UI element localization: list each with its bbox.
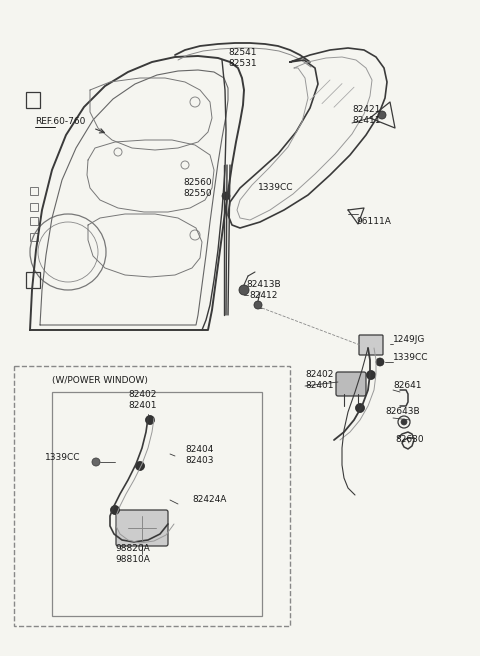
Text: 1339CC: 1339CC [258, 184, 293, 192]
Text: 82643B: 82643B [385, 407, 420, 417]
Circle shape [254, 301, 262, 309]
FancyBboxPatch shape [359, 335, 383, 355]
Circle shape [356, 403, 364, 413]
Bar [30, 217, 38, 225]
Circle shape [378, 111, 386, 119]
Circle shape [145, 415, 155, 424]
Text: 82404
82403: 82404 82403 [185, 445, 214, 464]
Text: (W/POWER WINDOW): (W/POWER WINDOW) [52, 375, 148, 384]
Text: 82402
82401: 82402 82401 [305, 370, 334, 390]
Text: 1339CC: 1339CC [393, 354, 429, 363]
Text: 82402
82401: 82402 82401 [128, 390, 156, 410]
Circle shape [92, 458, 100, 466]
Text: 82413B
82412: 82413B 82412 [246, 280, 281, 300]
Text: 82641: 82641 [393, 382, 421, 390]
Circle shape [110, 506, 120, 514]
Bar [26, 272, 40, 288]
Circle shape [239, 285, 249, 295]
Text: 82421
82411: 82421 82411 [352, 106, 381, 125]
Circle shape [401, 419, 407, 425]
Bar [30, 203, 38, 211]
Circle shape [365, 346, 374, 354]
Text: 82630: 82630 [395, 436, 424, 445]
Text: 82424A: 82424A [192, 495, 227, 504]
Text: 1249JG: 1249JG [393, 335, 425, 344]
Bar [30, 187, 38, 195]
Text: 96111A: 96111A [356, 218, 391, 226]
Bar [26, 92, 40, 108]
Circle shape [367, 371, 375, 380]
Text: 82541
82531: 82541 82531 [228, 49, 257, 68]
Text: 82560
82550: 82560 82550 [183, 178, 212, 197]
Text: 1339CC: 1339CC [45, 453, 81, 462]
Text: REF.60-760: REF.60-760 [35, 117, 85, 127]
FancyBboxPatch shape [336, 372, 366, 396]
Circle shape [135, 462, 144, 470]
Bar [30, 233, 38, 241]
Circle shape [376, 358, 384, 366]
FancyBboxPatch shape [116, 510, 168, 546]
Text: 98820A
98810A: 98820A 98810A [115, 544, 150, 564]
Circle shape [222, 192, 230, 200]
